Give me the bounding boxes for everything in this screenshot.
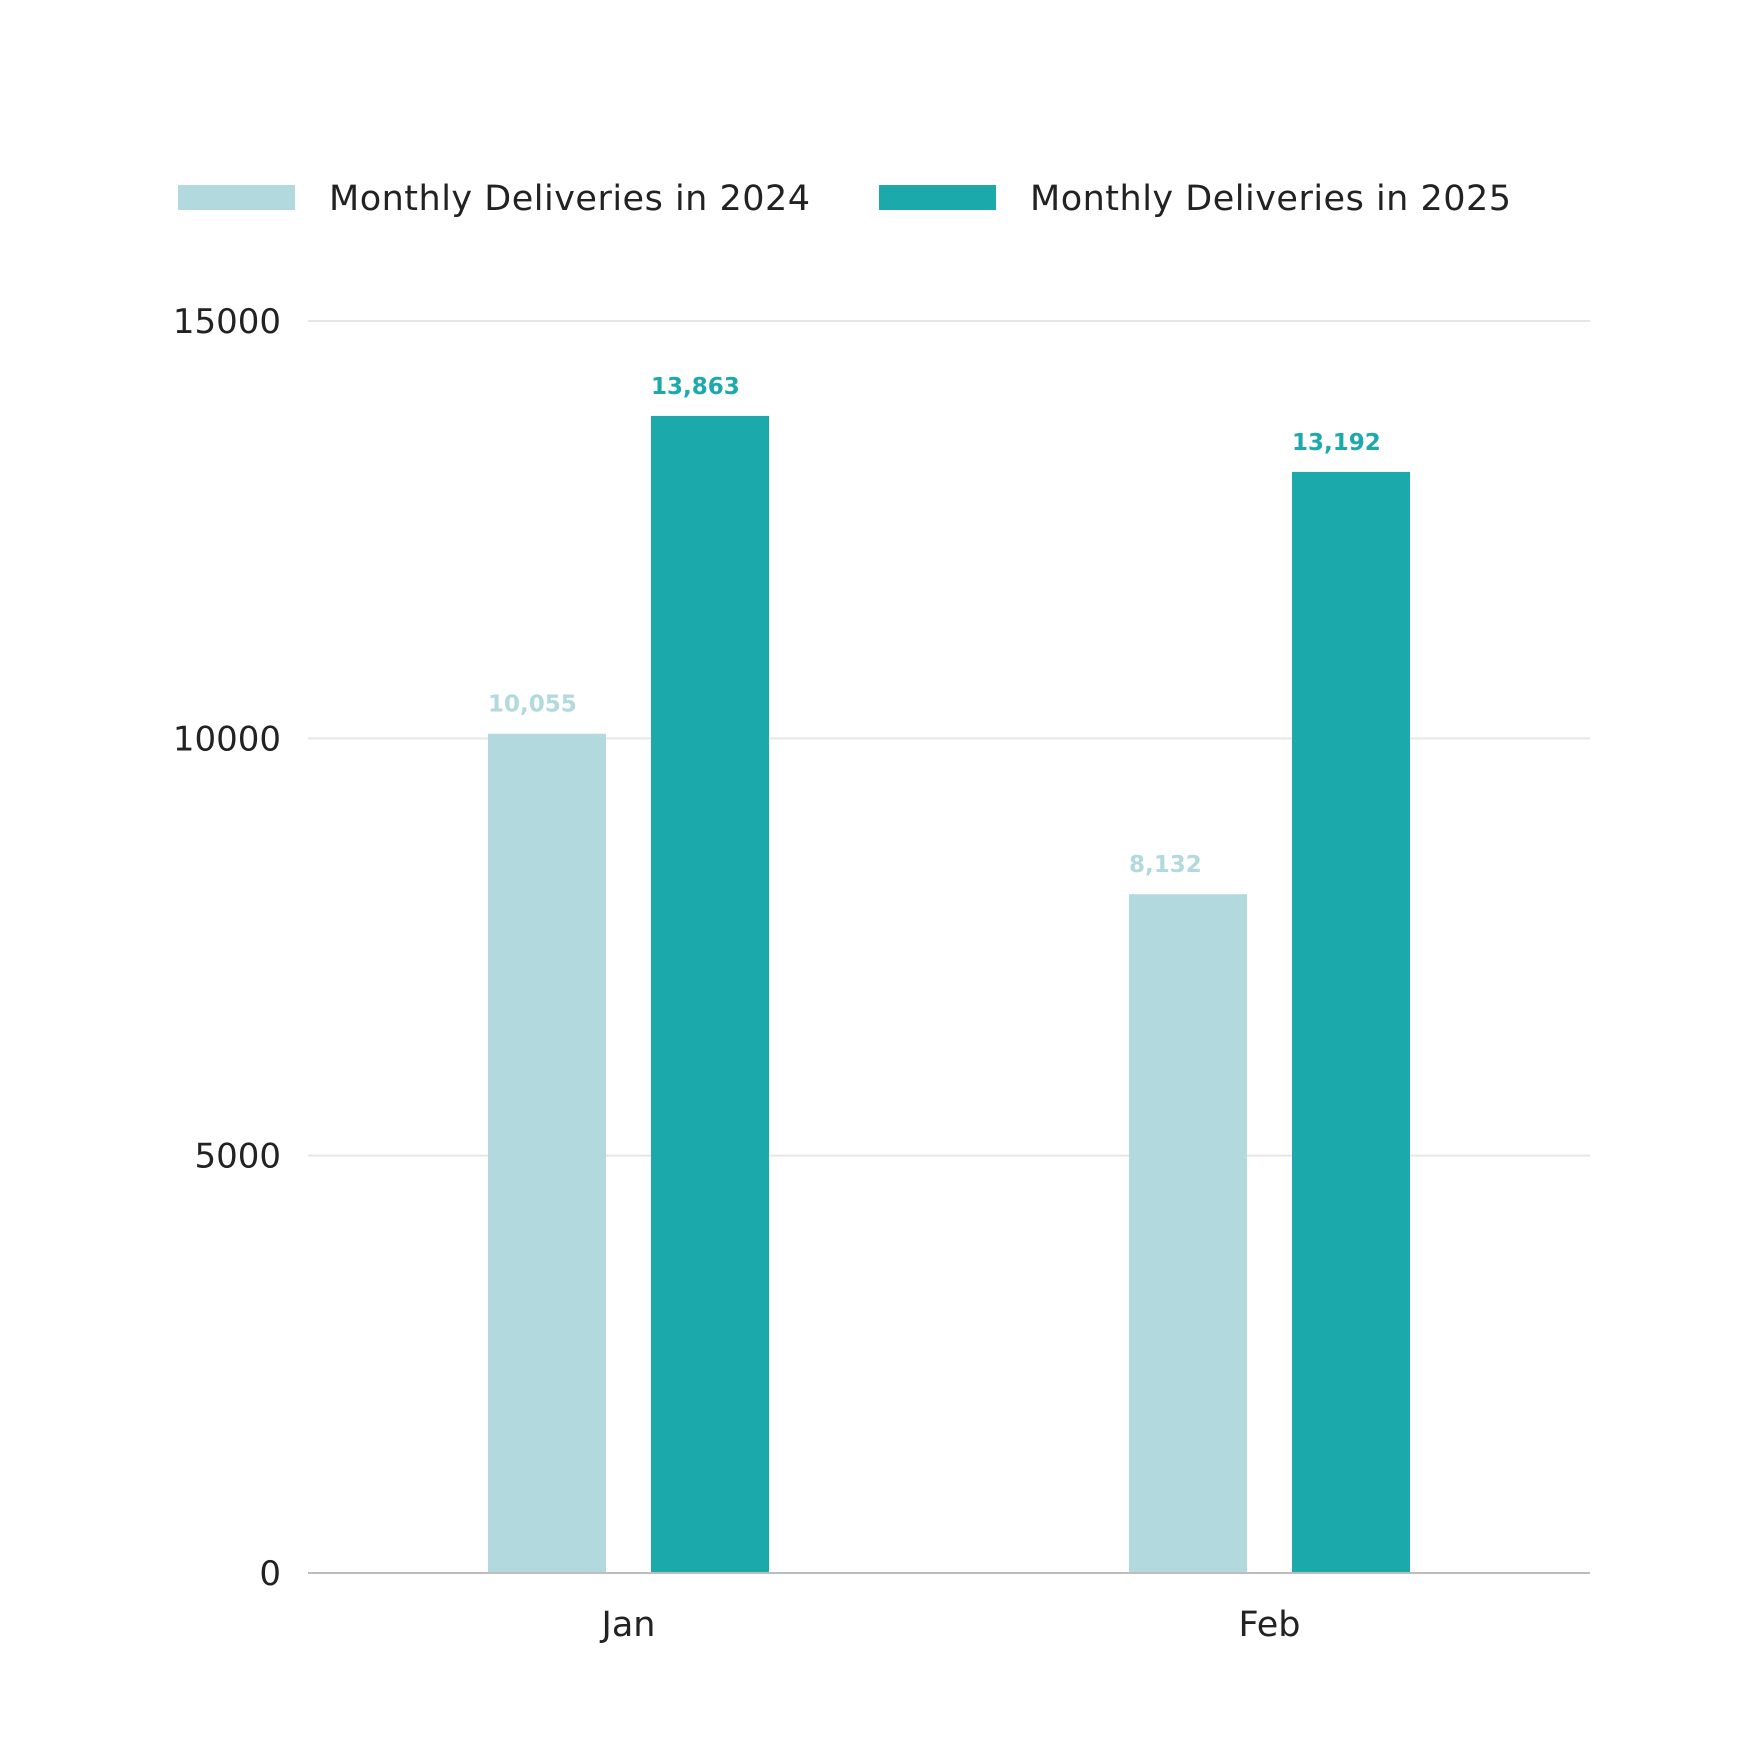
y-tick-label: 5000 [194,1137,281,1177]
bar-feb-series-1 [1129,894,1247,1573]
data-label-jan-series-1: 10,055 [488,692,577,718]
y-axis-ticks: 0 5000 10000 15000 [173,302,281,1594]
legend-label-2: Monthly Deliveries in 2025 [1030,179,1512,219]
x-category-label: Feb [1239,1605,1301,1645]
data-label-feb-series-2: 13,192 [1292,430,1381,456]
data-labels: 10,055 13,863 8,132 13,192 [488,374,1381,878]
legend-label-1: Monthly Deliveries in 2024 [329,179,811,219]
x-category-label: Jan [600,1605,656,1645]
legend-swatch-1 [178,185,295,210]
data-label-feb-series-1: 8,132 [1129,852,1202,878]
x-axis-categories: Jan Feb [600,1605,1301,1645]
bar-jan-series-2 [651,415,769,1573]
legend-swatch-2 [879,185,996,210]
bar-feb-series-2 [1292,471,1410,1574]
y-tick-label: 15000 [173,302,281,342]
bar-jan-series-1 [488,733,606,1573]
bars [488,415,1410,1574]
y-tick-label: 0 [259,1554,281,1594]
data-label-jan-series-2: 13,863 [651,374,740,400]
y-tick-label: 10000 [173,719,281,759]
legend: Monthly Deliveries in 2024 Monthly Delive… [178,179,1512,219]
